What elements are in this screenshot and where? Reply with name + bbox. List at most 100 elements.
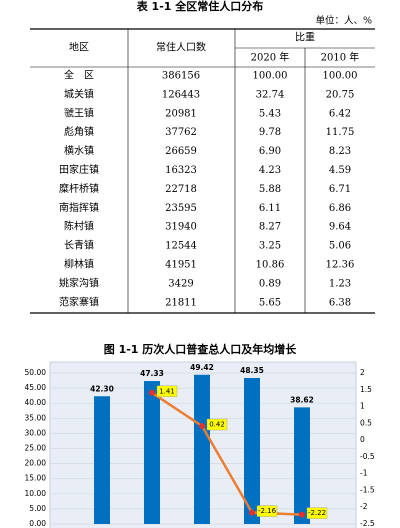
y-tick-label: 15.00 [25, 474, 47, 483]
y-tick-label: 0.00 [29, 519, 46, 528]
table-cell: 田家庄镇 [59, 163, 99, 176]
table-cell: 陈村镇 [64, 220, 94, 233]
y-tick-label: 40.00 [25, 398, 47, 407]
table-cell: 6.38 [329, 297, 351, 308]
table-cell: 6.90 [259, 146, 281, 157]
table-cell: 20.75 [326, 89, 355, 100]
table-title: 表 1-1 全区常住人口分布 [136, 0, 264, 13]
table-cell: 0.89 [259, 278, 281, 289]
bar [94, 396, 110, 524]
table-cell: 26659 [165, 146, 197, 157]
table-cell: 8.27 [259, 222, 281, 233]
y-tick-label: 50.00 [25, 368, 47, 377]
table-cell: 22718 [165, 184, 197, 195]
y-tick-label: 10.00 [25, 489, 47, 498]
y2-tick-label: 1 [360, 402, 365, 411]
header-cell: 2020 年 [251, 51, 290, 64]
table-cell: 11.75 [326, 127, 355, 138]
y-tick-label: 20.00 [25, 459, 47, 468]
y2-tick-label: 1.5 [360, 385, 372, 394]
table-cell: 20981 [165, 108, 197, 119]
table-cell: 41951 [165, 260, 197, 271]
y2-tick-label: -1 [360, 469, 368, 478]
y-tick-label: 25.00 [25, 444, 47, 453]
line-marker [149, 389, 155, 396]
table-cell: 12544 [165, 241, 197, 252]
bar [144, 381, 160, 524]
y-tick-label: 35.00 [25, 413, 47, 422]
table-cell: 32.74 [256, 89, 285, 100]
table-cell: 6.86 [329, 203, 351, 214]
bar-value-label: 47.33 [140, 369, 164, 378]
y2-tick-label: -2 [360, 502, 368, 511]
table-cell: 长青镇 [64, 239, 94, 252]
line-marker [299, 511, 305, 518]
table-cell: 8.23 [329, 146, 351, 157]
table-cell: 37762 [165, 127, 197, 138]
y2-tick-label: -0.5 [360, 452, 375, 461]
line-value-label: -2.16 [258, 507, 277, 515]
table-cell: 柳林镇 [64, 258, 94, 271]
table-cell: 5.06 [329, 241, 351, 252]
bar [194, 374, 210, 524]
table-cell: 6.42 [329, 108, 351, 119]
table-cell: 21811 [165, 297, 197, 308]
table-cell: 6.71 [329, 184, 351, 195]
bar-value-label: 38.62 [290, 395, 314, 404]
line-value-label: 0.42 [209, 421, 225, 429]
chart-title: 图 1-1 历次人口普查总人口及年均增长 [104, 342, 298, 356]
y-tick-label: 5.00 [29, 504, 46, 513]
header-cell: 比重 [295, 31, 315, 44]
table-cell: 126443 [162, 89, 200, 100]
y-tick-label: 30.00 [25, 428, 47, 437]
table-cell: 23595 [165, 203, 197, 214]
table-cell: 城关镇 [64, 87, 94, 100]
table-cell: 5.43 [259, 108, 281, 119]
table-unit: 单位：人、% [315, 15, 372, 27]
table-cell: 全 区 [64, 69, 94, 82]
line-label-box [306, 507, 328, 519]
bar-value-label: 48.35 [240, 366, 264, 375]
table-cell: 4.59 [329, 165, 351, 176]
table-cell: 4.23 [259, 165, 281, 176]
y2-tick-label: -1.5 [360, 485, 375, 494]
line-marker [249, 509, 255, 516]
table-cell: 100.00 [323, 71, 358, 82]
line-value-label: 1.41 [159, 387, 175, 395]
table-cell: 100.00 [253, 71, 288, 82]
table-cell: 9.64 [329, 222, 351, 233]
table-cell: 6.11 [259, 203, 281, 214]
table-cell: 3429 [168, 278, 193, 289]
bar [244, 377, 260, 524]
line-label-box [206, 418, 228, 431]
table-cell: 5.65 [259, 297, 281, 308]
table-cell: 31940 [165, 222, 197, 233]
table-cell: 12.36 [326, 260, 355, 271]
header-cell: 2010 年 [321, 51, 360, 64]
header-cell: 地区 [69, 41, 89, 54]
y2-tick-label: -2.5 [360, 519, 375, 528]
table-cell: 3.25 [259, 241, 281, 252]
table-cell: 386156 [162, 71, 200, 82]
header-cell: 常住人口数 [156, 41, 206, 54]
table-cell: 姚家沟镇 [59, 276, 99, 289]
line-label-box [156, 385, 178, 397]
y2-tick-label: 2 [360, 368, 365, 377]
bar-value-label: 49.42 [190, 363, 214, 372]
table-cell: 1.23 [329, 278, 351, 289]
y-tick-label: 45.00 [25, 383, 47, 392]
y2-tick-label: 0.5 [360, 418, 372, 427]
table-cell: 5.88 [259, 184, 281, 195]
table-cell: 10.86 [256, 260, 285, 271]
bar [294, 407, 310, 524]
line-marker [199, 423, 205, 430]
y2-tick-label: 0 [360, 435, 365, 444]
table-cell: 南指挥镇 [59, 201, 99, 214]
table-cell: 16323 [165, 165, 197, 176]
bar-value-label: 42.30 [90, 384, 114, 393]
table-cell: 范家寨镇 [59, 295, 99, 308]
table-cell: 9.78 [259, 127, 281, 138]
table-cell: 横水镇 [64, 144, 94, 157]
line-value-label: -2.22 [308, 509, 326, 517]
